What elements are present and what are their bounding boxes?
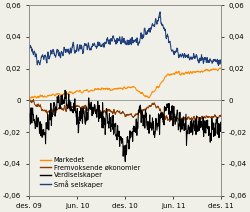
Legend: Markedet, Fremvoksende økonomier, Verdiselskaper, Små selskaper: Markedet, Fremvoksende økonomier, Verdis…: [38, 154, 143, 190]
